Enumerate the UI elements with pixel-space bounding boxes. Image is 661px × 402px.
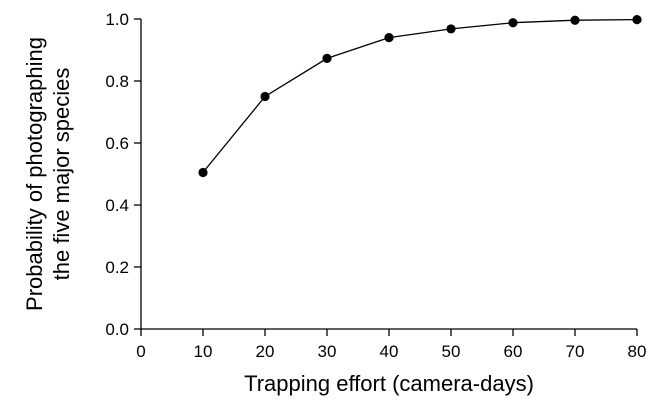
x-tick-label: 40 [380, 342, 399, 361]
x-axis-title: Trapping effort (camera-days) [244, 371, 534, 396]
series-line [202, 18, 638, 173]
y-tick-label: 0.6 [105, 134, 129, 153]
y-tick-label: 0.4 [105, 196, 129, 215]
x-tick-label: 20 [256, 342, 275, 361]
x-tick-label: 80 [628, 342, 647, 361]
x-tick-label: 60 [504, 342, 523, 361]
x-tick-label: 70 [566, 342, 585, 361]
y-tick-label: 0.2 [105, 258, 129, 277]
data-point [260, 91, 270, 102]
data-point [446, 24, 456, 34]
y-axis-title-line-2: the five major species [49, 68, 74, 281]
series-layer [198, 15, 642, 178]
x-tick-label: 30 [318, 342, 337, 361]
x-tick-label: 0 [136, 342, 145, 361]
y-tick-label: 1.0 [105, 10, 129, 29]
y-axis-title-line-1: Probability of photographing [22, 37, 47, 311]
axes [140, 19, 637, 330]
y-tick-label: 0.8 [105, 72, 129, 91]
data-point [632, 15, 642, 25]
data-point [508, 18, 518, 28]
y-axis-title: Probability of photographing the five ma… [22, 37, 74, 311]
x-ticks: 0 10 20 30 40 50 60 70 80 [136, 329, 646, 361]
y-tick-label: 0.0 [105, 320, 129, 339]
y-ticks: 0.0 0.2 0.4 0.6 0.8 1.0 [105, 10, 141, 339]
data-point [384, 33, 394, 43]
data-point [198, 167, 208, 178]
data-point [570, 15, 580, 25]
x-tick-label: 50 [442, 342, 461, 361]
x-tick-label: 10 [194, 342, 213, 361]
data-point [322, 53, 332, 63]
